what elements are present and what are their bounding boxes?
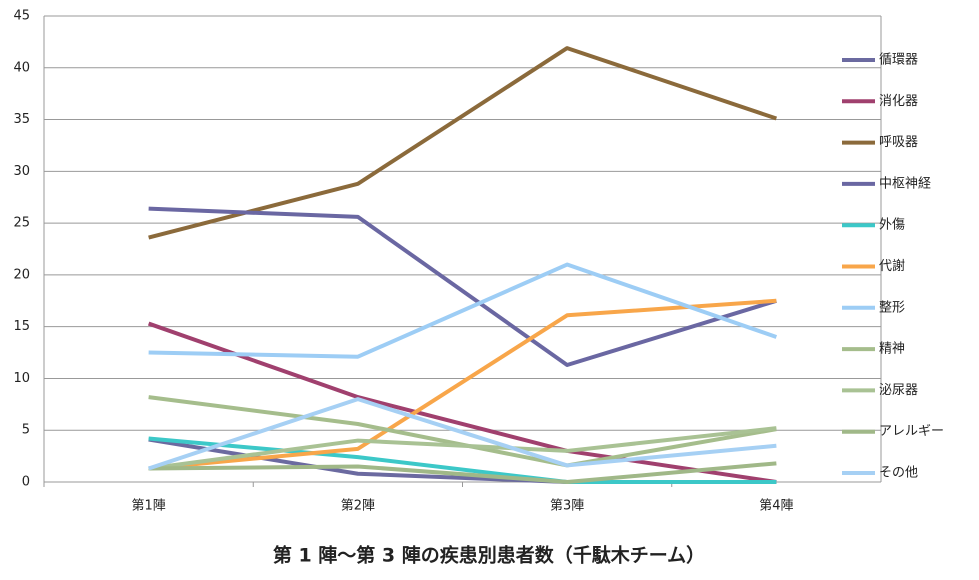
series-line [148,262,778,359]
y-tick-label: 10 [13,371,30,386]
y-tick-label: 30 [13,164,30,179]
legend-label: 呼吸器 [879,135,918,150]
y-tick-label: 5 [22,423,30,438]
series-line [148,206,777,367]
legend-label: 精神 [879,342,905,357]
chart-title: 第 1 陣～第 3 陣の疾患別患者数（千駄木チーム） [273,544,705,567]
x-tick-label: 第4陣 [759,499,793,514]
y-tick-label: 35 [13,112,30,127]
series-line [148,426,777,471]
x-tick-label: 第2陣 [341,499,375,514]
legend-label: 整形 [879,300,905,315]
y-tick-label: 15 [13,319,30,334]
y-tick-label: 40 [13,60,30,75]
y-tick-label: 0 [22,475,30,490]
legend-label: 中枢神経 [879,176,931,191]
y-tick-label: 20 [13,267,30,282]
series-line [148,461,777,484]
series-line [147,321,777,484]
legend-label: 泌尿器 [879,383,918,398]
y-tick-label: 45 [13,9,30,24]
x-tick-label: 第1陣 [131,499,165,514]
series-line [148,436,777,484]
x-tick-label: 第3陣 [550,499,584,514]
legend-label: 代謝 [879,259,905,274]
legend-label: アレルギー [879,424,944,439]
series-line [148,298,777,471]
series-line [148,46,778,240]
y-tick-label: 25 [13,216,30,231]
legend-label: その他 [879,466,918,481]
legend-label: 消化器 [879,94,918,109]
series-line [147,397,777,471]
legend-label: 外傷 [879,218,905,233]
legend-label: 循環器 [879,53,918,68]
